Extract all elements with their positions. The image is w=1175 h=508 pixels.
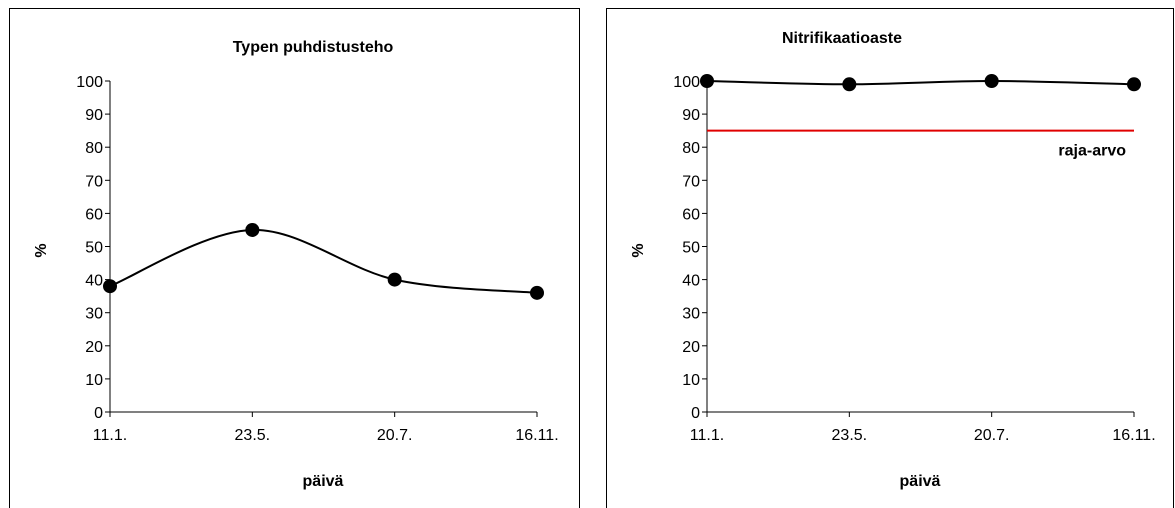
right-chart-title: Nitrifikaatioaste [782,30,902,47]
right-data-point [700,74,714,88]
right-y-tick-label: 30 [682,306,700,323]
right-y-tick-label: 90 [682,107,700,124]
right-y-tick-label: 20 [682,339,700,356]
chart-panel-left [9,8,580,508]
left-data-point [245,222,260,237]
left-data-point [530,285,544,300]
left-y-axis-title: % [33,243,50,257]
left-y-tick-label: 90 [85,107,103,124]
left-y-tick-label: 40 [85,273,103,290]
left-y-tick-label: 100 [76,74,103,91]
right-x-tick-label: 11.1. [690,427,724,444]
left-y-tick-label: 0 [94,405,103,422]
right-x-tick-label: 20.7. [974,427,1010,444]
left-x-axis-title: päivä [303,473,344,490]
right-y-tick-label: 40 [682,273,700,290]
left-y-tick-label: 60 [85,206,103,223]
left-y-tick-label: 80 [85,140,103,157]
left-y-tick-label: 10 [85,372,103,389]
chart-panel-right [606,8,1174,508]
left-y-tick-label: 70 [85,173,103,190]
left-series-line [109,228,538,294]
right-y-tick-label: 60 [682,206,700,223]
right-x-tick-label: 16.11. [1112,427,1155,444]
left-x-tick-label: 20.7. [377,427,413,444]
right-y-tick-label: 50 [682,240,700,257]
left-x-tick-label: 11.1. [93,427,127,444]
left-y-tick-label: 30 [85,306,103,323]
left-y-tick-label: 20 [85,339,103,356]
left-data-point [103,279,117,294]
left-x-tick-label: 23.5. [235,427,271,444]
right-y-tick-label: 0 [691,405,700,422]
right-data-point [1127,77,1141,92]
left-data-point [387,272,402,287]
right-data-point [842,77,857,92]
left-x-tick-label: 16.11. [515,427,558,444]
right-y-tick-label: 70 [682,173,700,190]
right-x-tick-label: 23.5. [832,427,868,444]
left-chart-title: Typen puhdistusteho [233,39,394,56]
right-x-axis-title: päivä [900,473,941,490]
right-y-axis-title: % [630,243,647,257]
left-y-tick-label: 50 [85,240,103,257]
right-y-tick-label: 80 [682,140,700,157]
right-series-line [706,79,1135,86]
right-data-point [984,74,999,88]
right-y-tick-label: 10 [682,372,700,389]
right-y-tick-label: 100 [673,74,700,91]
right-reference-line-label: raja-arvo [1058,143,1126,160]
